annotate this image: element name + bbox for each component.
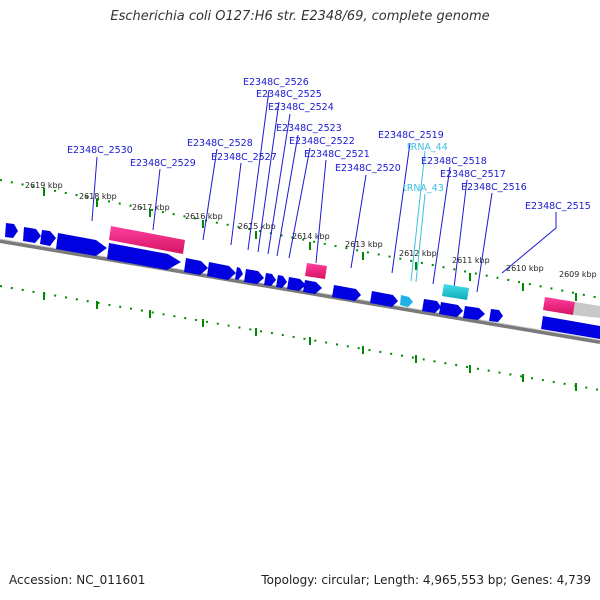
kbp-label-2610: 2610 kbp [506,264,544,273]
cds-feature[interactable] [276,275,287,288]
kbp-label-2617: 2617 kbp [132,203,170,212]
gene-label-2521[interactable]: E2348C_2521 [304,149,370,160]
rna-label-trna-43[interactable]: tRNA_43 [403,183,444,194]
gene-label-2520[interactable]: E2348C_2520 [335,163,401,174]
pointer-2530 [91,156,98,222]
cds-feature[interactable] [489,309,503,322]
gene-label-2526[interactable]: E2348C_2526 [243,77,309,88]
gray-feature[interactable] [573,302,600,318]
pointer-2516 [476,192,493,293]
kbp-label-2613: 2613 kbp [345,240,383,249]
gene-label-2528[interactable]: E2348C_2528 [187,138,253,149]
gene-label-2527[interactable]: E2348C_2527 [211,152,277,163]
cds-track-forward [5,223,600,339]
pointer-2519 [391,142,411,274]
kbp-label-2612: 2612 kbp [399,249,437,258]
kbp-label-2614: 2614 kbp [292,232,330,241]
cds-feature[interactable] [541,316,600,339]
trna-feature[interactable] [442,284,469,300]
genome-summary: Topology: circular; Length: 4,965,553 bp… [261,573,591,587]
pointer-2521 [315,159,327,264]
kbp-label-2619: 2619 kbp [25,181,63,190]
gene-label-2530[interactable]: E2348C_2530 [67,145,133,156]
pointer-2525 [257,101,280,253]
accession-label: Accession: NC_011601 [9,573,146,587]
cds-feature[interactable] [244,269,264,284]
label-pointers [91,89,557,293]
cds-feature[interactable] [23,227,41,243]
kbp-label-2611: 2611 kbp [452,256,490,265]
gene-label-2529[interactable]: E2348C_2529 [130,158,196,169]
gene-label-2515[interactable]: E2348C_2515 [525,201,591,212]
cds-feature[interactable] [463,306,485,320]
cds-feature[interactable] [264,273,276,286]
kbp-labels: 2619 kbp 2618 kbp 2617 kbp 2616 kbp 2615… [25,181,597,279]
gene-label-2516[interactable]: E2348C_2516 [461,182,527,193]
outer-ruler [0,179,600,301]
kbp-label-2615: 2615 kbp [238,222,276,231]
cds-feature[interactable] [370,291,398,307]
pointer-2517 [453,179,468,289]
cds-feature[interactable] [303,280,322,294]
gene-label-2517[interactable]: E2348C_2517 [440,169,506,180]
pseudogene-feature[interactable] [305,263,327,279]
cds-feature[interactable] [40,230,56,246]
cds-feature[interactable] [235,267,243,280]
pointer-2527 [230,162,242,246]
pointer-trna-44 [410,150,426,282]
pseudogene-feature[interactable] [543,297,575,315]
pointer-2523 [276,134,299,257]
cds-feature[interactable] [332,285,361,301]
kbp-label-2609: 2609 kbp [559,270,597,279]
cds-feature[interactable] [422,299,441,313]
pointer-2529 [152,168,161,231]
cds-feature[interactable] [207,262,236,280]
kbp-label-2618: 2618 kbp [79,192,117,201]
gene-label-2524[interactable]: E2348C_2524 [268,102,334,113]
backbone-line [0,239,600,344]
map-title: Escherichia coli O127:H6 str. E2348/69, … [110,9,490,24]
pointer-2515 [501,212,557,274]
trna-arrow[interactable] [404,296,413,307]
pointer-2518 [432,166,451,285]
inner-ruler [0,285,600,391]
gene-label-2525[interactable]: E2348C_2525 [256,89,322,100]
pointer-2522 [288,147,311,259]
pointer-2524 [267,113,291,255]
cds-feature[interactable] [107,243,181,270]
gene-label-2519[interactable]: E2348C_2519 [378,130,444,141]
pseudogene-feature[interactable] [109,226,185,254]
outer-ruler-major-ticks [43,188,577,301]
pseudogene-track [109,226,600,318]
pointer-trna-43 [415,193,426,283]
gene-label-2522[interactable]: E2348C_2522 [289,136,355,147]
cds-feature[interactable] [56,233,107,256]
pointer-2526 [247,89,270,251]
gene-label-2518[interactable]: E2348C_2518 [421,156,487,167]
cds-feature[interactable] [287,277,306,291]
rna-label-trna-44[interactable]: tRNA_44 [407,142,448,153]
pointer-2520 [350,174,367,269]
kbp-label-2616: 2616 kbp [185,212,223,221]
gene-labels: E2348C_2530 E2348C_2529 E2348C_2528 E234… [67,77,591,212]
cds-feature[interactable] [5,223,18,238]
cds-feature[interactable] [439,302,463,317]
pointer-2528 [202,148,218,241]
gene-label-2523[interactable]: E2348C_2523 [276,123,342,134]
cds-feature[interactable] [184,258,208,275]
trna-track [400,284,469,307]
inner-ruler-dots [0,285,600,391]
